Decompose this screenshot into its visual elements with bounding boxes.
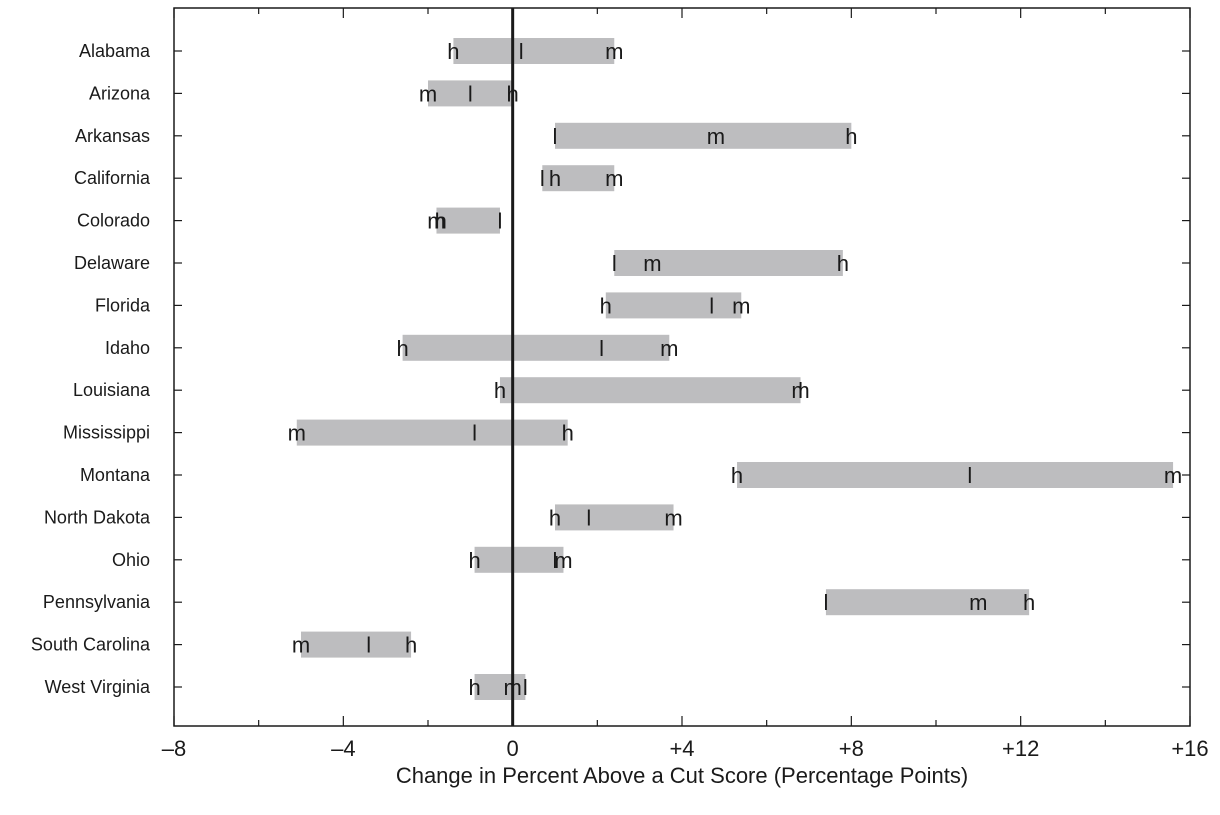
marker-m: m — [554, 548, 572, 573]
marker-l: l — [540, 166, 545, 191]
x-tick-label: +16 — [1171, 736, 1208, 761]
marker-l: l — [468, 81, 473, 106]
marker-h: h — [549, 166, 561, 191]
range-bar — [297, 420, 568, 446]
range-bar — [606, 292, 741, 318]
x-tick-label: 0 — [507, 736, 519, 761]
category-label: North Dakota — [44, 507, 151, 527]
category-label: Montana — [80, 465, 151, 485]
category-label: West Virginia — [45, 677, 151, 697]
category-label: Arizona — [89, 83, 151, 103]
range-bar — [555, 123, 851, 149]
marker-m: m — [1164, 463, 1182, 488]
category-label: Colorado — [77, 211, 150, 231]
marker-h: h — [468, 675, 480, 700]
marker-m: m — [664, 505, 682, 530]
x-tick-label: –8 — [162, 736, 186, 761]
marker-h: h — [405, 633, 417, 658]
range-bar — [453, 38, 614, 64]
marker-h: h — [600, 293, 612, 318]
category-label: Delaware — [74, 253, 150, 273]
marker-l: l — [498, 209, 503, 234]
x-tick-label: +4 — [669, 736, 694, 761]
category-label: Florida — [95, 295, 151, 315]
marker-m: m — [504, 675, 522, 700]
category-label: South Carolina — [31, 635, 151, 655]
marker-l: l — [967, 463, 972, 488]
marker-h: h — [447, 39, 459, 64]
category-label: Arkansas — [75, 126, 150, 146]
marker-m: m — [605, 166, 623, 191]
range-bars — [297, 38, 1173, 700]
marker-l: l — [366, 633, 371, 658]
category-labels: Alabama Arizona Arkansas California Colorado… — [31, 41, 151, 697]
x-axis-label: Change in Percent Above a Cut Score (Per… — [396, 763, 968, 788]
marker-h: h — [845, 124, 857, 149]
marker-h: h — [549, 505, 561, 530]
range-bar — [500, 377, 801, 403]
range-bar — [826, 589, 1029, 615]
marker-h: h — [396, 336, 408, 361]
marker-h: h — [562, 421, 574, 446]
marker-l: l — [553, 124, 558, 149]
category-label: Pennsylvania — [43, 592, 151, 612]
category-label: Louisiana — [73, 380, 151, 400]
marker-m: m — [288, 421, 306, 446]
x-tick-labels: –8 –4 0 +4 +8 +12 +16 — [162, 736, 1209, 761]
marker-l: l — [612, 251, 617, 276]
marker-m: m — [419, 81, 437, 106]
marker-h: h — [494, 378, 506, 403]
x-tick-label: +8 — [839, 736, 864, 761]
marker-h: h — [837, 251, 849, 276]
marker-l: l — [599, 336, 604, 361]
category-label: Ohio — [112, 550, 150, 570]
marker-l: l — [472, 421, 477, 446]
marker-m: m — [732, 293, 750, 318]
range-bar — [301, 632, 411, 658]
x-tick-label: +12 — [1002, 736, 1039, 761]
category-label: California — [74, 168, 151, 188]
marker-l: l — [586, 505, 591, 530]
x-ticks — [174, 8, 1190, 726]
x-tick-label: –4 — [331, 736, 355, 761]
category-label: Idaho — [105, 338, 150, 358]
marker-l: l — [519, 39, 524, 64]
marker-h: h — [468, 548, 480, 573]
marker-h: h — [731, 463, 743, 488]
range-bar — [403, 335, 670, 361]
marker-m: m — [969, 590, 987, 615]
marker-l: l — [523, 675, 528, 700]
marker-m: m — [643, 251, 661, 276]
plot-frame — [174, 8, 1190, 726]
marker-m: m — [791, 378, 809, 403]
category-label: Alabama — [79, 41, 151, 61]
marker-l: l — [709, 293, 714, 318]
marker-h: h — [1023, 590, 1035, 615]
marker-h: h — [507, 81, 519, 106]
marker-m: m — [660, 336, 678, 361]
range-bar — [555, 504, 674, 530]
range-bar — [475, 547, 564, 573]
marker-m: m — [707, 124, 725, 149]
range-bar — [737, 462, 1173, 488]
marker-l: l — [823, 590, 828, 615]
category-label: Mississippi — [63, 423, 150, 443]
marker-m: m — [292, 633, 310, 658]
marker-m: m — [427, 209, 445, 234]
marker-m: m — [605, 39, 623, 64]
